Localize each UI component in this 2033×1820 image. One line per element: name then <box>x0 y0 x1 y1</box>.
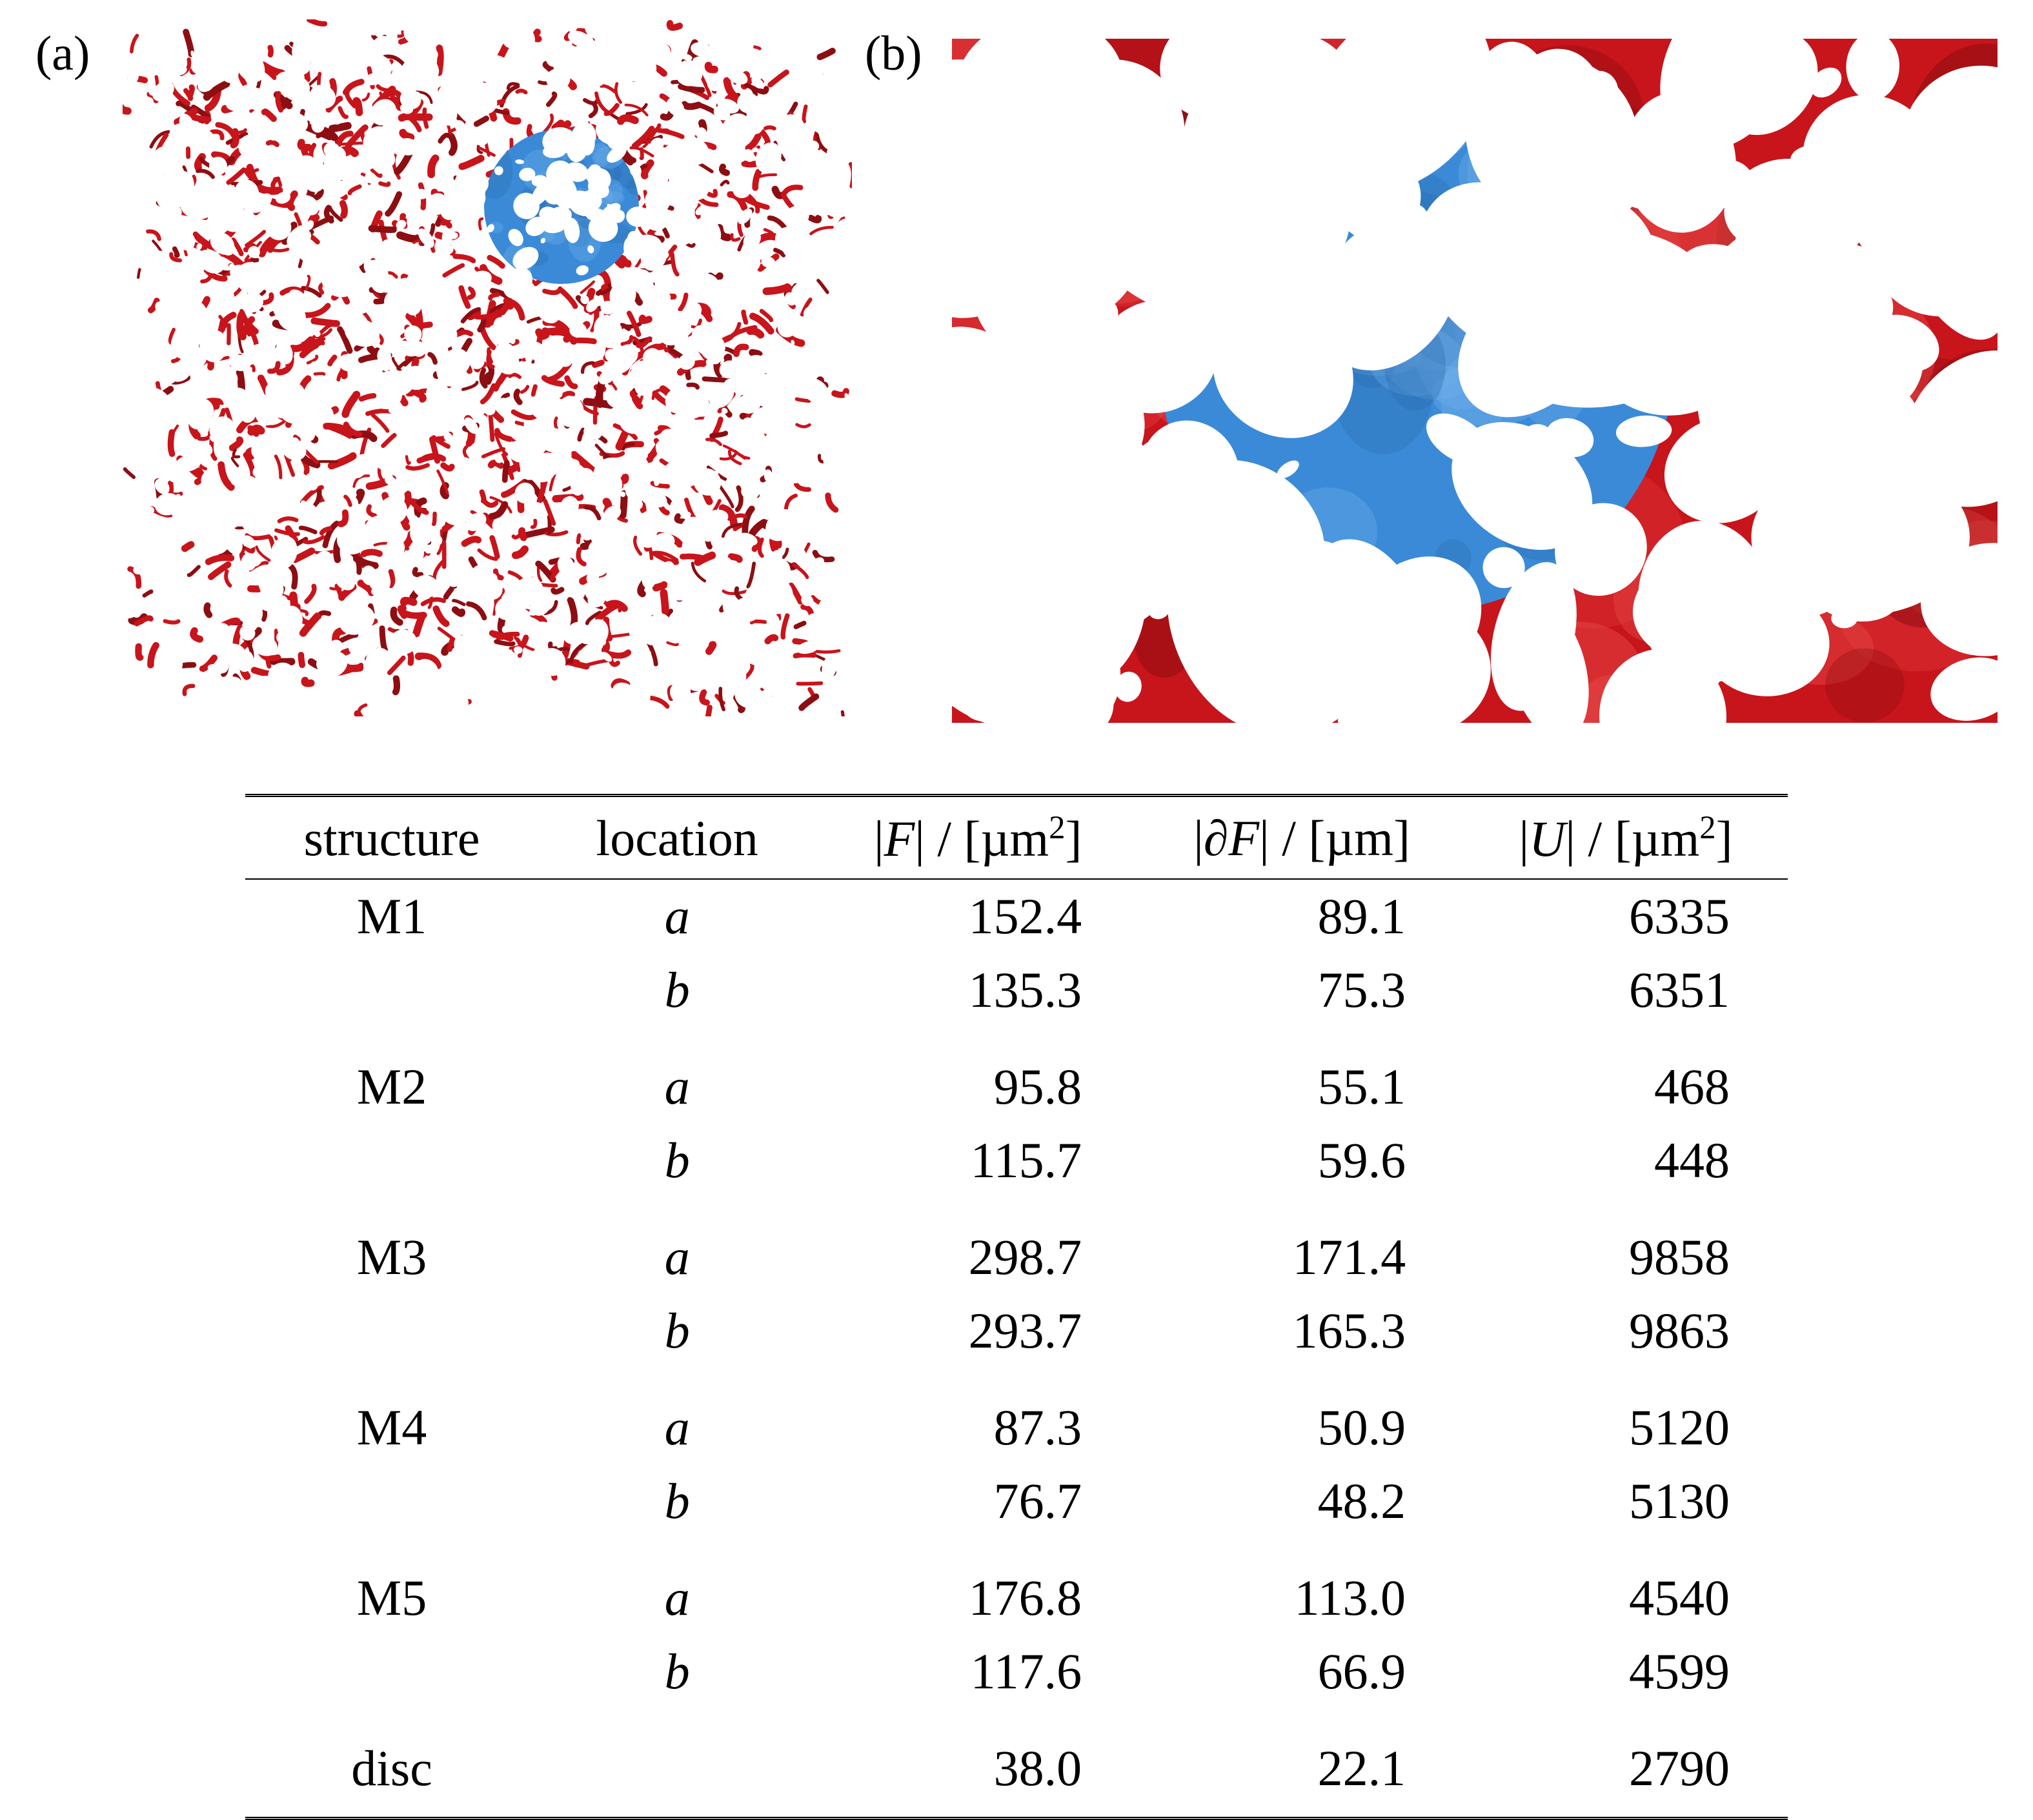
col-header-location: location <box>538 796 816 880</box>
table-row: b293.7165.39863 <box>245 1294 1788 1368</box>
table-cell: b <box>538 1124 816 1197</box>
figure-row: (a) (b) <box>0 19 2033 755</box>
table-cell: b <box>538 1464 816 1538</box>
table-cell: 152.4 <box>816 879 1140 953</box>
table-cell: M5 <box>245 1538 538 1635</box>
table-cell: 89.1 <box>1140 879 1464 953</box>
table-cell: 115.7 <box>816 1124 1140 1197</box>
table-cell: 468 <box>1464 1027 1788 1124</box>
table-cell: 2790 <box>1464 1708 1788 1819</box>
table-row: b117.666.94599 <box>245 1635 1788 1708</box>
table-cell: 113.0 <box>1140 1538 1464 1635</box>
table-cell: a <box>538 1368 816 1464</box>
table-cell: disc <box>245 1708 538 1819</box>
table-cell: 38.0 <box>816 1708 1140 1819</box>
table-row: M2a95.855.1468 <box>245 1027 1788 1124</box>
table-cell: 75.3 <box>1140 953 1464 1027</box>
table-cell <box>245 1294 538 1368</box>
table-row: M1a152.489.16335 <box>245 879 1788 953</box>
table-cell: 95.8 <box>816 1027 1140 1124</box>
table-cell: 165.3 <box>1140 1294 1464 1368</box>
table-header-row: structure location |F| / [µm2] |∂F| / [µ… <box>245 796 1788 880</box>
table-cell: 176.8 <box>816 1538 1140 1635</box>
table-cell: a <box>538 1197 816 1294</box>
table-cell: b <box>538 1294 816 1368</box>
table-cell <box>245 1124 538 1197</box>
table-row: M3a298.7171.49858 <box>245 1197 1788 1294</box>
table-cell: 448 <box>1464 1124 1788 1197</box>
table-cell: a <box>538 1027 816 1124</box>
table-row: M4a87.350.95120 <box>245 1368 1788 1464</box>
table-cell <box>245 1464 538 1538</box>
table-cell: M2 <box>245 1027 538 1124</box>
panel-b-figure <box>952 39 1998 723</box>
table-cell: b <box>538 953 816 1027</box>
table-cell: 298.7 <box>816 1197 1140 1294</box>
table-cell: 9858 <box>1464 1197 1788 1294</box>
table-row: M5a176.8113.04540 <box>245 1538 1788 1635</box>
panel-a-label: (a) <box>35 26 90 82</box>
data-table: structure location |F| / [µm2] |∂F| / [µ… <box>245 794 1788 1820</box>
col-header-structure: structure <box>245 796 538 880</box>
table-cell: a <box>538 1538 816 1635</box>
table-cell: b <box>538 1635 816 1708</box>
table-cell: 48.2 <box>1140 1464 1464 1538</box>
table-cell: 76.7 <box>816 1464 1140 1538</box>
table-cell: 9863 <box>1464 1294 1788 1368</box>
table-cell: 5120 <box>1464 1368 1788 1464</box>
table-cell <box>245 1635 538 1708</box>
panel-b-label: (b) <box>865 26 922 82</box>
table-row: b115.759.6448 <box>245 1124 1788 1197</box>
table-cell: 22.1 <box>1140 1708 1464 1819</box>
table-cell <box>245 953 538 1027</box>
table-cell: 171.4 <box>1140 1197 1464 1294</box>
table-cell: 4599 <box>1464 1635 1788 1708</box>
table-cell: 59.6 <box>1140 1124 1464 1197</box>
table-cell: 117.6 <box>816 1635 1140 1708</box>
table-cell: M3 <box>245 1197 538 1294</box>
table-cell: 5130 <box>1464 1464 1788 1538</box>
panel-a-figure <box>123 19 852 716</box>
table-cell: 135.3 <box>816 953 1140 1027</box>
data-table-wrap: structure location |F| / [µm2] |∂F| / [µ… <box>245 794 1788 1820</box>
table-row: b76.748.25130 <box>245 1464 1788 1538</box>
col-header-U: |U| / [µm2] <box>1464 796 1788 880</box>
table-cell: 66.9 <box>1140 1635 1464 1708</box>
table-cell: 50.9 <box>1140 1368 1464 1464</box>
table-cell: 6351 <box>1464 953 1788 1027</box>
table-cell: 6335 <box>1464 879 1788 953</box>
table-cell: 293.7 <box>816 1294 1140 1368</box>
table-cell: M1 <box>245 879 538 953</box>
table-body: M1a152.489.16335b135.375.36351M2a95.855.… <box>245 879 1788 1819</box>
table-row: disc 38.022.12790 <box>245 1708 1788 1819</box>
table-cell: M4 <box>245 1368 538 1464</box>
table-cell: 55.1 <box>1140 1027 1464 1124</box>
table-cell: a <box>538 879 816 953</box>
col-header-dF: |∂F| / [µm] <box>1140 796 1464 880</box>
table-row: b135.375.36351 <box>245 953 1788 1027</box>
table-cell: 4540 <box>1464 1538 1788 1635</box>
table-cell: 87.3 <box>816 1368 1140 1464</box>
col-header-F: |F| / [µm2] <box>816 796 1140 880</box>
table-cell <box>538 1708 816 1819</box>
